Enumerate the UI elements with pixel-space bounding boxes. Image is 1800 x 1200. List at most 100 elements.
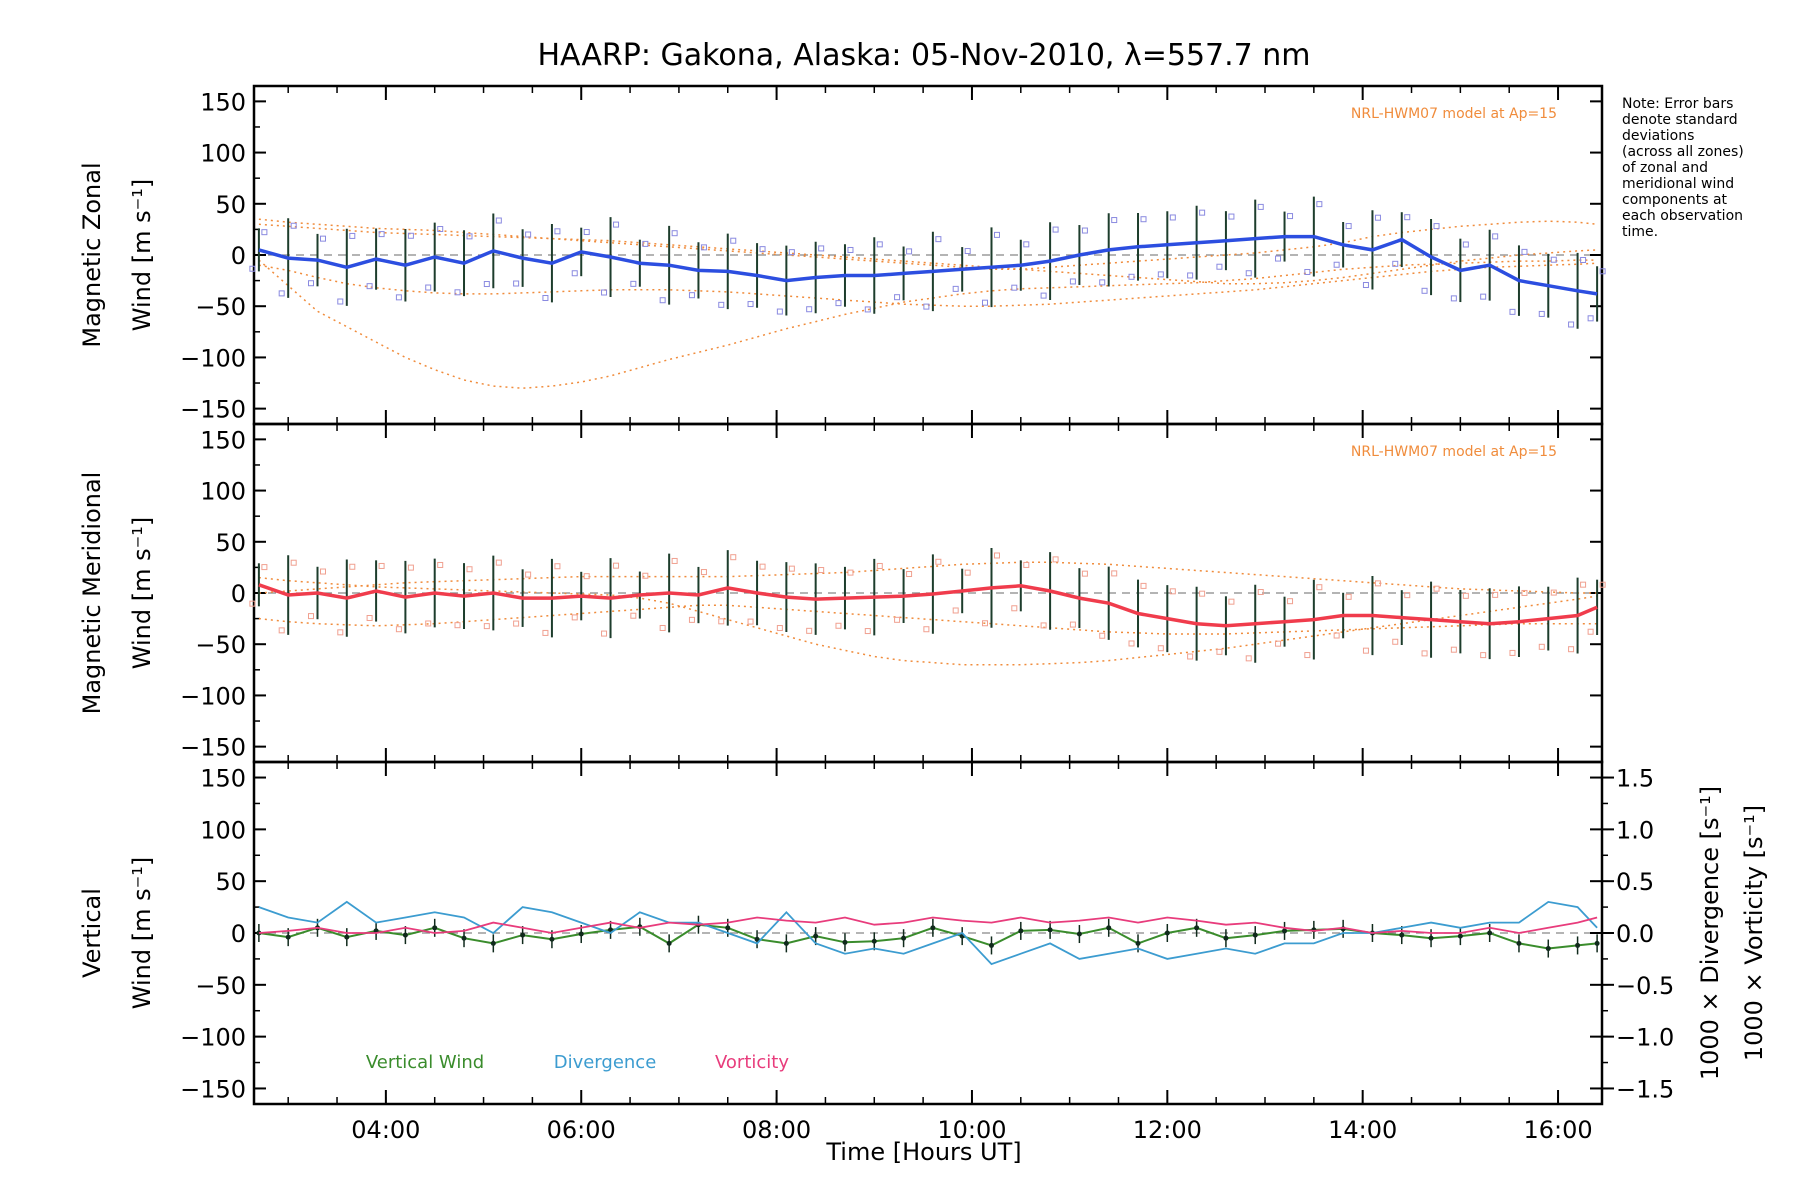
- vertical-point: [871, 938, 877, 944]
- zone-point: [290, 559, 297, 566]
- zone-point: [542, 295, 549, 302]
- meridional-wind-line: [258, 583, 1598, 628]
- zone-point: [554, 228, 561, 235]
- zone-point: [395, 294, 402, 301]
- zone-point: [894, 616, 901, 623]
- zone-point: [630, 280, 637, 287]
- note-line: each observation: [1622, 208, 1743, 224]
- zone-point: [583, 229, 590, 236]
- zone-point: [718, 301, 725, 308]
- zone-point: [1480, 652, 1487, 659]
- zone-point: [642, 240, 649, 247]
- y-axis-label-line2: Wind [m s⁻¹]: [128, 857, 156, 1009]
- zone-point: [1599, 268, 1606, 275]
- zone-point: [776, 308, 783, 315]
- model-curve: [258, 576, 1598, 666]
- y-axis-label-line2: Wind [m s⁻¹]: [128, 179, 156, 331]
- vertical-point: [1516, 940, 1522, 946]
- zone-point: [1304, 652, 1311, 659]
- zone-point: [1462, 241, 1469, 248]
- note-line: of zonal and: [1622, 160, 1708, 176]
- panels: 150 100 50 0 −50 −100 −150 Magnetic Zonal Wind […: [78, 84, 1768, 1144]
- zone-point: [806, 306, 813, 313]
- zone-point: [1599, 581, 1606, 588]
- y-tick-label: −150: [180, 1075, 246, 1103]
- x-tick-label: 16:00: [1523, 1116, 1592, 1144]
- zone-point: [601, 289, 608, 296]
- right-axis-label-divergence: 1000 × Divergence [s⁻¹]: [1696, 786, 1724, 1080]
- zone-point: [700, 569, 707, 576]
- zone-point: [1081, 570, 1088, 577]
- zone-point: [319, 235, 326, 242]
- zone-point: [495, 559, 502, 566]
- zone-point: [1404, 592, 1411, 599]
- zone-point: [1169, 214, 1176, 221]
- zone-point: [583, 573, 590, 580]
- vertical-point: [1575, 942, 1581, 948]
- zone-point: [1568, 321, 1575, 328]
- zone-point: [923, 303, 930, 310]
- y-tick-label: −150: [180, 734, 246, 762]
- zone-point: [378, 231, 385, 238]
- y-axis-label-line1: Magnetic Zonal: [78, 162, 106, 347]
- zone-point: [1287, 213, 1294, 220]
- x-tick-label: 06:00: [547, 1116, 616, 1144]
- zone-point: [1052, 226, 1059, 233]
- y-tick-label: 0: [231, 580, 246, 608]
- zone-point: [1345, 593, 1352, 600]
- note-line: deviations: [1622, 128, 1694, 144]
- vertical-point: [901, 935, 907, 941]
- zone-point: [378, 562, 385, 569]
- zone-point: [993, 231, 1000, 238]
- zone-point: [278, 627, 285, 634]
- zone-point: [290, 222, 297, 229]
- zone-point: [1275, 255, 1282, 262]
- zone-point: [613, 562, 620, 569]
- zone-point: [1199, 590, 1206, 597]
- note-line: Note: Error bars: [1622, 96, 1733, 112]
- zone-point: [688, 616, 695, 623]
- y-tick-label: 50: [215, 868, 246, 896]
- vertical-point: [1594, 940, 1600, 946]
- right-axis-label-vorticity: 1000 × Vorticity [s⁻¹]: [1740, 805, 1768, 1061]
- note-line: denote standard: [1622, 112, 1738, 128]
- zone-point: [1509, 649, 1516, 656]
- zone-point: [307, 613, 314, 620]
- vertical-point: [988, 942, 994, 948]
- y-axis-label-line1: Vertical: [78, 888, 106, 978]
- zone-point: [571, 270, 578, 277]
- zone-point: [1568, 646, 1575, 653]
- zone-point: [407, 232, 414, 239]
- vertical-point: [1399, 932, 1405, 938]
- model-curve: [258, 561, 1598, 594]
- zone-point: [981, 620, 988, 627]
- zone-point: [1140, 582, 1147, 589]
- y-tick-label: −100: [180, 344, 246, 372]
- zone-point: [1040, 292, 1047, 299]
- zone-point: [718, 618, 725, 625]
- zone-point: [1257, 203, 1264, 210]
- y-tick-label: 150: [200, 88, 246, 116]
- zone-point: [525, 231, 532, 238]
- vertical-point: [1428, 935, 1434, 941]
- zone-point: [981, 299, 988, 306]
- zone-point: [454, 622, 461, 629]
- zone-point: [1111, 217, 1118, 224]
- legend-item: Vertical Wind: [366, 1052, 484, 1073]
- zone-point: [425, 284, 432, 291]
- zone-point: [906, 571, 913, 578]
- right-tick-label: 1.5: [1616, 765, 1654, 793]
- zone-point: [730, 237, 737, 244]
- x-tick-label: 14:00: [1328, 1116, 1397, 1144]
- y-axis-label-line2: Wind [m s⁻¹]: [128, 517, 156, 669]
- zone-point: [835, 300, 842, 307]
- zone-point: [1521, 589, 1528, 596]
- y-tick-label: 100: [200, 140, 246, 168]
- zone-point: [437, 226, 444, 233]
- zone-point: [278, 290, 285, 297]
- zone-point: [759, 563, 766, 570]
- vertical-point: [842, 939, 848, 945]
- zone-point: [1433, 585, 1440, 592]
